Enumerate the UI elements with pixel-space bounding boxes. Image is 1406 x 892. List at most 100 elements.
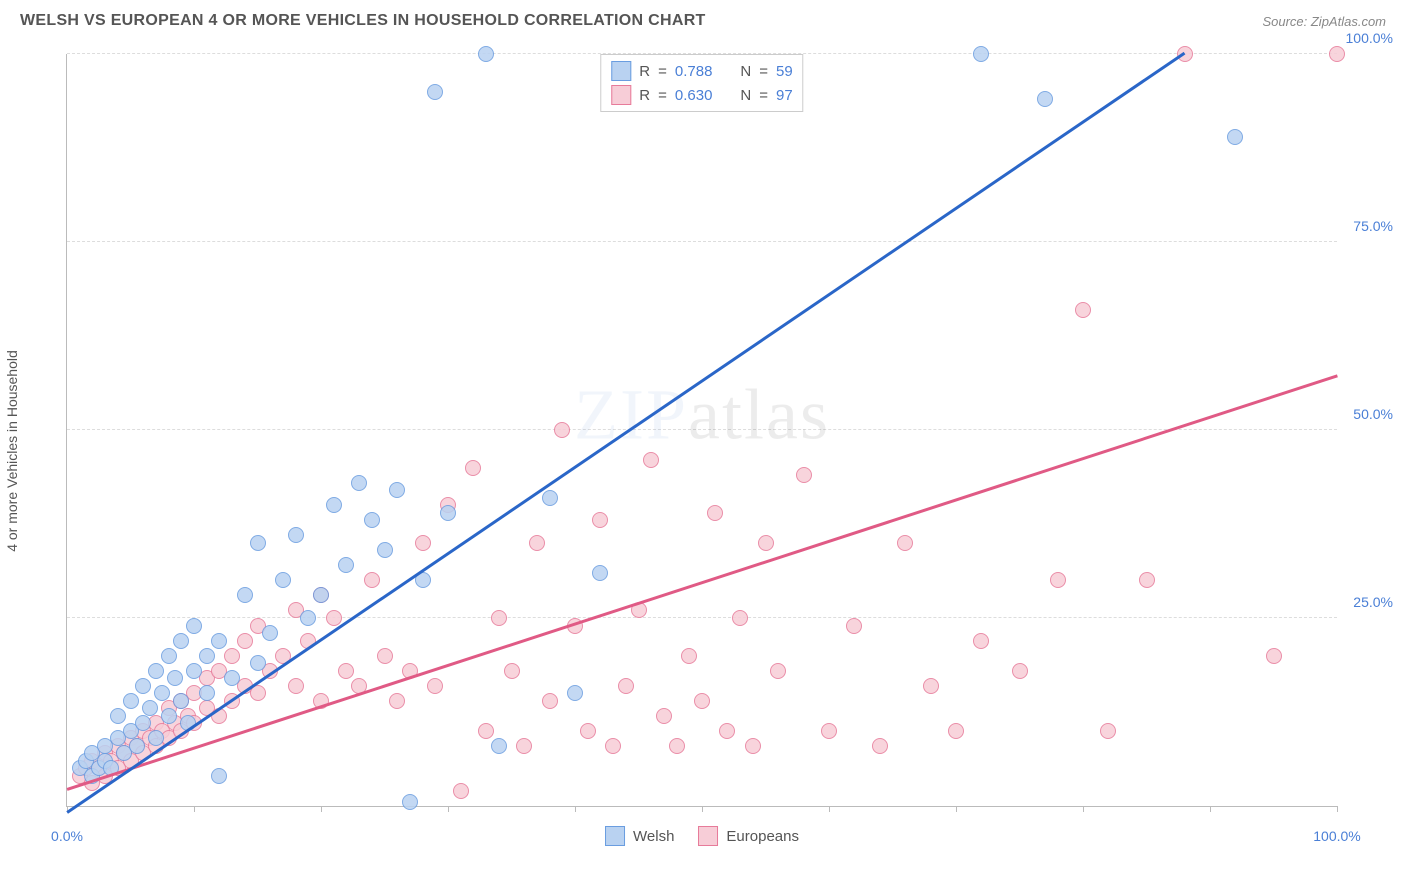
data-point-welsh [161, 708, 177, 724]
y-axis-title: 4 or more Vehicles in Household [4, 350, 20, 552]
data-point-welsh [313, 587, 329, 603]
data-point-europeans [694, 693, 710, 709]
x-tick [575, 806, 576, 812]
data-point-europeans [542, 693, 558, 709]
data-point-welsh [262, 625, 278, 641]
x-tick [829, 806, 830, 812]
data-point-europeans [1329, 46, 1345, 62]
data-point-welsh [199, 685, 215, 701]
x-tick [702, 806, 703, 812]
data-point-welsh [1037, 91, 1053, 107]
data-point-europeans [732, 610, 748, 626]
gridline-h [67, 241, 1337, 242]
data-point-europeans [377, 648, 393, 664]
legend-swatch-europeans [611, 85, 631, 105]
eq-sign: = [658, 87, 667, 104]
data-point-europeans [1012, 663, 1028, 679]
data-point-welsh [142, 700, 158, 716]
data-point-europeans [1075, 302, 1091, 318]
data-point-europeans [872, 738, 888, 754]
data-point-welsh [364, 512, 380, 528]
data-point-europeans [973, 633, 989, 649]
data-point-europeans [707, 505, 723, 521]
data-point-europeans [643, 452, 659, 468]
y-tick-label: 100.0% [1346, 30, 1393, 46]
data-point-europeans [897, 535, 913, 551]
plot-area: ZIPatlas R = 0.788 N = 59 R = 0.630 N = [66, 54, 1337, 807]
data-point-europeans [669, 738, 685, 754]
data-point-europeans [758, 535, 774, 551]
data-point-europeans [821, 723, 837, 739]
n-value-welsh: 59 [776, 63, 793, 80]
y-tick-label: 50.0% [1353, 406, 1393, 422]
chart-title: WELSH VS EUROPEAN 4 OR MORE VEHICLES IN … [20, 12, 706, 30]
legend-item-europeans: Europeans [698, 826, 799, 846]
data-point-welsh [186, 663, 202, 679]
legend-label-europeans: Europeans [726, 828, 799, 845]
data-point-welsh [478, 46, 494, 62]
data-point-welsh [1227, 129, 1243, 145]
data-point-welsh [154, 685, 170, 701]
x-tick [321, 806, 322, 812]
data-point-welsh [148, 663, 164, 679]
legend-swatch-welsh [611, 61, 631, 81]
data-point-welsh [129, 738, 145, 754]
eq-sign: = [759, 63, 768, 80]
header: WELSH VS EUROPEAN 4 OR MORE VEHICLES IN … [0, 0, 1406, 38]
watermark: ZIPatlas [574, 373, 830, 456]
data-point-europeans [1139, 572, 1155, 588]
data-point-europeans [681, 648, 697, 664]
legend-correlation: R = 0.788 N = 59 R = 0.630 N = 97 [600, 54, 803, 112]
data-point-europeans [224, 648, 240, 664]
data-point-europeans [605, 738, 621, 754]
data-point-welsh [389, 482, 405, 498]
data-point-europeans [618, 678, 634, 694]
data-point-europeans [948, 723, 964, 739]
data-point-europeans [745, 738, 761, 754]
data-point-welsh [211, 768, 227, 784]
data-point-europeans [719, 723, 735, 739]
x-tick [956, 806, 957, 812]
r-value-welsh: 0.788 [675, 63, 713, 80]
data-point-welsh [592, 565, 608, 581]
data-point-welsh [338, 557, 354, 573]
data-point-welsh [173, 633, 189, 649]
data-point-europeans [465, 460, 481, 476]
x-tick-label: 100.0% [1313, 828, 1360, 844]
gridline-h [67, 429, 1337, 430]
data-point-europeans [491, 610, 507, 626]
data-point-welsh [224, 670, 240, 686]
data-point-europeans [1050, 572, 1066, 588]
data-point-europeans [554, 422, 570, 438]
data-point-welsh [199, 648, 215, 664]
legend-swatch-europeans-icon [698, 826, 718, 846]
data-point-welsh [973, 46, 989, 62]
data-point-europeans [389, 693, 405, 709]
data-point-welsh [427, 84, 443, 100]
n-label: N [740, 87, 751, 104]
data-point-europeans [338, 663, 354, 679]
data-point-welsh [148, 730, 164, 746]
data-point-europeans [923, 678, 939, 694]
data-point-europeans [846, 618, 862, 634]
r-value-europeans: 0.630 [675, 87, 713, 104]
legend-item-welsh: Welsh [605, 826, 674, 846]
watermark-zip: ZIP [574, 374, 688, 454]
data-point-europeans [592, 512, 608, 528]
data-point-europeans [529, 535, 545, 551]
data-point-europeans [1100, 723, 1116, 739]
legend-row-welsh: R = 0.788 N = 59 [611, 59, 792, 83]
data-point-europeans [796, 467, 812, 483]
data-point-welsh [167, 670, 183, 686]
data-point-europeans [656, 708, 672, 724]
data-point-europeans [326, 610, 342, 626]
legend-series: Welsh Europeans [605, 826, 799, 846]
data-point-welsh [211, 633, 227, 649]
x-tick [194, 806, 195, 812]
data-point-europeans [580, 723, 596, 739]
data-point-europeans [453, 783, 469, 799]
data-point-welsh [542, 490, 558, 506]
r-label: R [639, 63, 650, 80]
data-point-welsh [377, 542, 393, 558]
data-point-welsh [300, 610, 316, 626]
